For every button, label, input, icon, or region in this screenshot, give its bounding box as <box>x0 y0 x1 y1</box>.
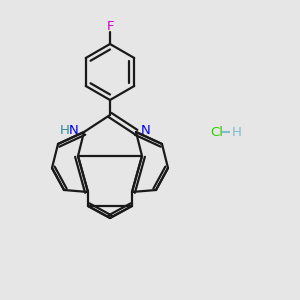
Text: N: N <box>141 124 151 137</box>
Text: N: N <box>69 124 79 137</box>
Text: H: H <box>232 125 242 139</box>
Text: H: H <box>60 124 70 137</box>
Text: F: F <box>106 20 114 32</box>
Text: Cl: Cl <box>210 125 223 139</box>
